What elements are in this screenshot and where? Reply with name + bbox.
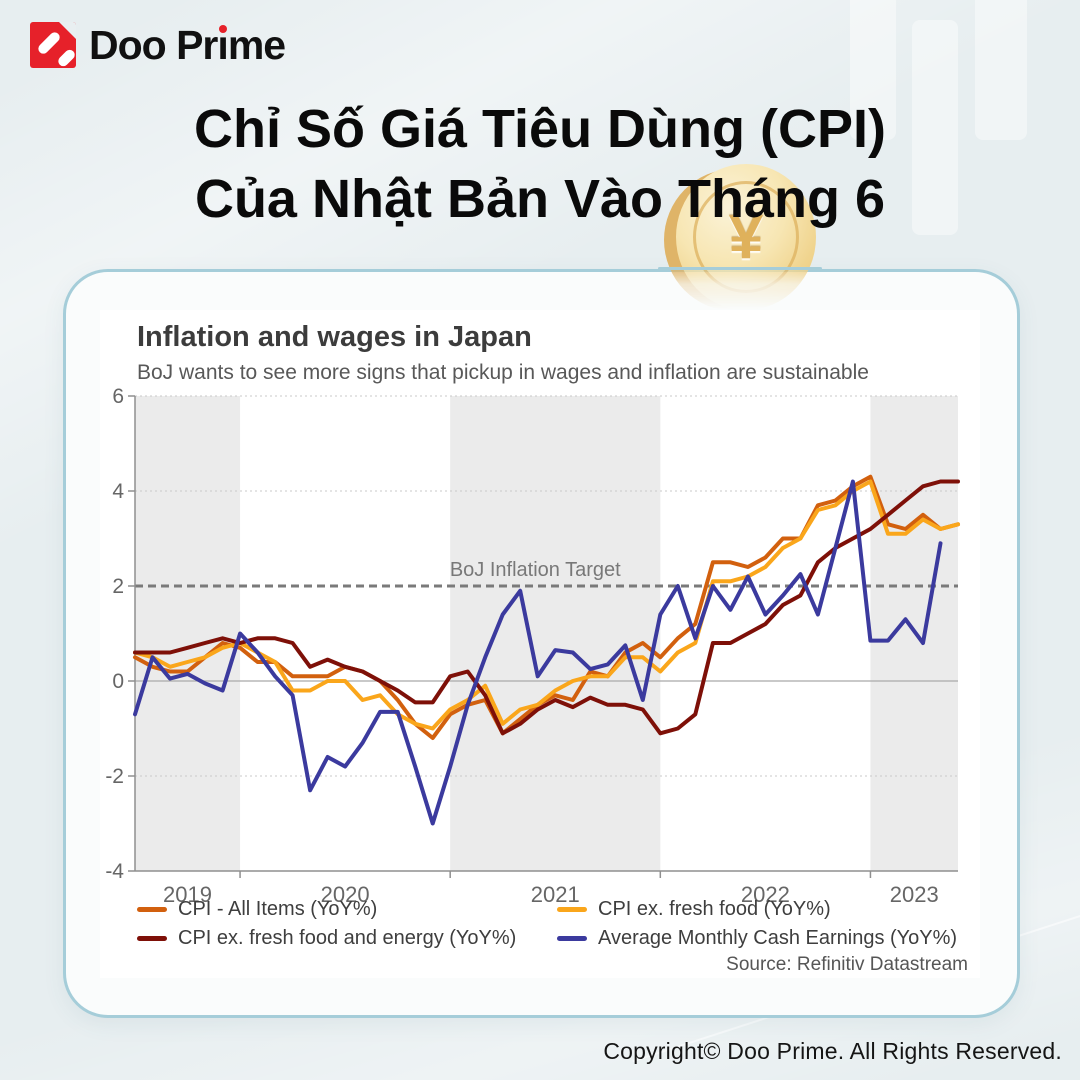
logo-notch xyxy=(59,22,76,39)
x-tick-label: 2022 xyxy=(741,882,790,907)
legend-item-cpi-ex-fresh-food-energy: CPI ex. fresh food and energy (YoY%) xyxy=(137,927,557,950)
boj-target-label: BoJ Inflation Target xyxy=(450,559,621,581)
legend-label: Average Monthly Cash Earnings (YoY%) xyxy=(598,927,958,949)
y-tick-label: 2 xyxy=(112,575,124,598)
background-bar-shape xyxy=(912,20,958,235)
doo-prime-logo: Doo Pr ıme xyxy=(30,22,286,68)
chart-source: Source: Refinitiv Datastream xyxy=(726,954,968,975)
logo-slash-icon xyxy=(56,47,76,68)
doo-prime-logo-icon xyxy=(30,22,76,68)
copyright-text: Copyright© Doo Prime. All Rights Reserve… xyxy=(603,1038,1062,1064)
year-band xyxy=(135,396,241,871)
y-tick-label: 6 xyxy=(112,385,124,408)
line-chart: BoJ Inflation Target 6 4 2 0 -2 -4 2019 2020 2021… xyxy=(105,385,960,907)
y-tick-label: -2 xyxy=(105,765,124,788)
y-tick-label: 4 xyxy=(112,480,124,503)
chart-title: Inflation and wages in Japan xyxy=(137,321,532,353)
logo-wordmark: Doo Pr ıme xyxy=(89,22,286,68)
logo-i-dot xyxy=(218,25,227,33)
legend-swatch xyxy=(557,907,587,912)
background-bar-shape xyxy=(975,0,1027,140)
year-band xyxy=(450,396,661,871)
coin-face: ¥ xyxy=(676,164,816,310)
legend-item-cpi-all-items: CPI - All Items (YoY%) xyxy=(137,898,557,921)
x-tick-label: 2021 xyxy=(531,882,580,907)
legend-item-cpi-ex-fresh-food: CPI ex. fresh food (YoY%) xyxy=(557,898,957,921)
series-line-cpi-ex-fresh-food-energy xyxy=(133,479,960,736)
y-tick-label: -4 xyxy=(105,860,124,883)
background-bar-shape xyxy=(850,0,896,140)
page-title: Chỉ Số Giá Tiêu Dùng (CPI) Của Nhật Bản V… xyxy=(193,99,886,229)
series-line-cpi-ex-fresh-food xyxy=(133,479,960,731)
chart-panel: Inflation and wages in Japan BoJ wants t… xyxy=(100,310,980,978)
legend-label: CPI ex. fresh food and energy (YoY%) xyxy=(178,927,517,949)
legend-item-avg-monthly-cash-earnings: Average Monthly Cash Earnings (YoY%) xyxy=(557,927,957,950)
series-line-avg-monthly-cash-earnings xyxy=(133,479,943,826)
chart-subtitle: BoJ wants to see more signs that pickup … xyxy=(137,361,869,384)
legend-label: CPI - All Items (YoY%) xyxy=(178,898,378,920)
y-tick-label: 0 xyxy=(112,670,124,693)
card-border-over-coin xyxy=(658,267,822,270)
yen-coin-icon: ¥ xyxy=(664,164,816,314)
x-tick-label: 2020 xyxy=(321,882,370,907)
chart-legend: CPI - All Items (YoY%) CPI ex. fresh food… xyxy=(137,898,957,950)
x-tick-label: 2023 xyxy=(890,882,939,907)
chart-card: Inflation and wages in Japan BoJ wants t… xyxy=(63,269,1020,1018)
coin-ring: ¥ xyxy=(693,181,799,293)
yen-symbol: ¥ xyxy=(728,202,764,272)
logo-slash-icon xyxy=(36,30,62,56)
legend-swatch xyxy=(137,936,167,941)
x-tick-label: 2019 xyxy=(163,882,212,907)
legend-swatch xyxy=(557,936,587,941)
legend-label: CPI ex. fresh food (YoY%) xyxy=(598,898,831,920)
legend-swatch xyxy=(137,907,167,912)
